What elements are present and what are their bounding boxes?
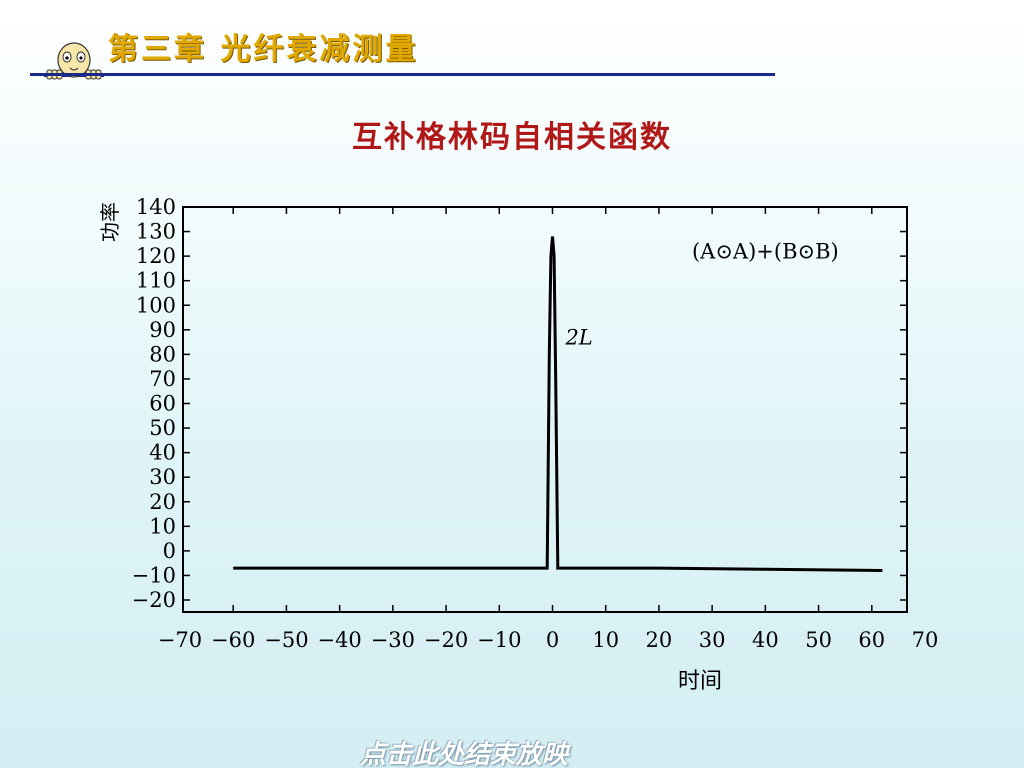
plot-frame — [182, 206, 908, 613]
x-tick-label: 40 — [752, 628, 779, 652]
x-tick-label: −20 — [424, 628, 468, 652]
x-tick-label: 70 — [912, 628, 939, 652]
header-divider — [30, 73, 775, 76]
slide-title: 互补格林码自相关函数 — [352, 120, 672, 155]
y-tick-label: −10 — [132, 563, 176, 587]
x-axis-label: 时间 — [678, 669, 722, 694]
x-tick-label: −60 — [211, 628, 255, 652]
y-tick-label: 10 — [149, 514, 176, 538]
y-tick-label: 80 — [149, 342, 176, 366]
x-tick-label: 50 — [805, 628, 832, 652]
x-tick-label: −10 — [477, 628, 521, 652]
y-tick-label: 30 — [149, 465, 176, 489]
x-axis-ticks: −70 −60 −50 −40 −30 −20 −10 0 10 20 30 40 50 60 70 — [158, 207, 939, 652]
y-tick-label: 140 — [136, 195, 176, 219]
legend-label: (A⊙A)+(B⊙B) — [692, 240, 839, 264]
x-tick-label: −50 — [264, 628, 308, 652]
y-tick-label: 60 — [149, 392, 176, 416]
x-tick-label: 60 — [858, 628, 885, 652]
y-axis-label-text: 功率 — [98, 202, 122, 242]
y-tick-label: 40 — [149, 441, 176, 465]
y-tick-label: 90 — [149, 318, 176, 342]
y-tick-label: 110 — [136, 269, 176, 293]
x-tick-label: 10 — [592, 628, 619, 652]
x-tick-label: −40 — [317, 628, 361, 652]
y-tick-label: 70 — [149, 367, 176, 391]
y-tick-label: 0 — [163, 539, 176, 563]
annotation-layer: (A⊙A)+(B⊙B) 2L — [564, 240, 838, 350]
y-tick-label: 120 — [136, 244, 176, 268]
series-layer — [233, 236, 883, 572]
y-tick-label: 130 — [136, 220, 176, 244]
y-tick-label: 20 — [149, 490, 176, 514]
x-tick-label: 20 — [646, 628, 673, 652]
x-tick-label: −30 — [371, 628, 415, 652]
x-tick-label: 30 — [699, 628, 726, 652]
y-tick-label: −20 — [132, 588, 176, 612]
x-tick-label: −70 — [158, 628, 202, 652]
y-tick-label: 100 — [136, 293, 176, 317]
y-axis-label: 功率 — [98, 202, 122, 242]
x-tick-label: 0 — [546, 628, 559, 652]
end-show-link[interactable]: 点击此处结束放映 — [360, 740, 569, 768]
slide-header: 第三章 光纤衰减测量 — [30, 20, 775, 80]
chapter-title: 第三章 光纤衰减测量 — [108, 32, 419, 67]
y-tick-label: 50 — [149, 416, 176, 440]
series-line — [233, 236, 883, 572]
peak-annotation: 2L — [564, 326, 592, 350]
